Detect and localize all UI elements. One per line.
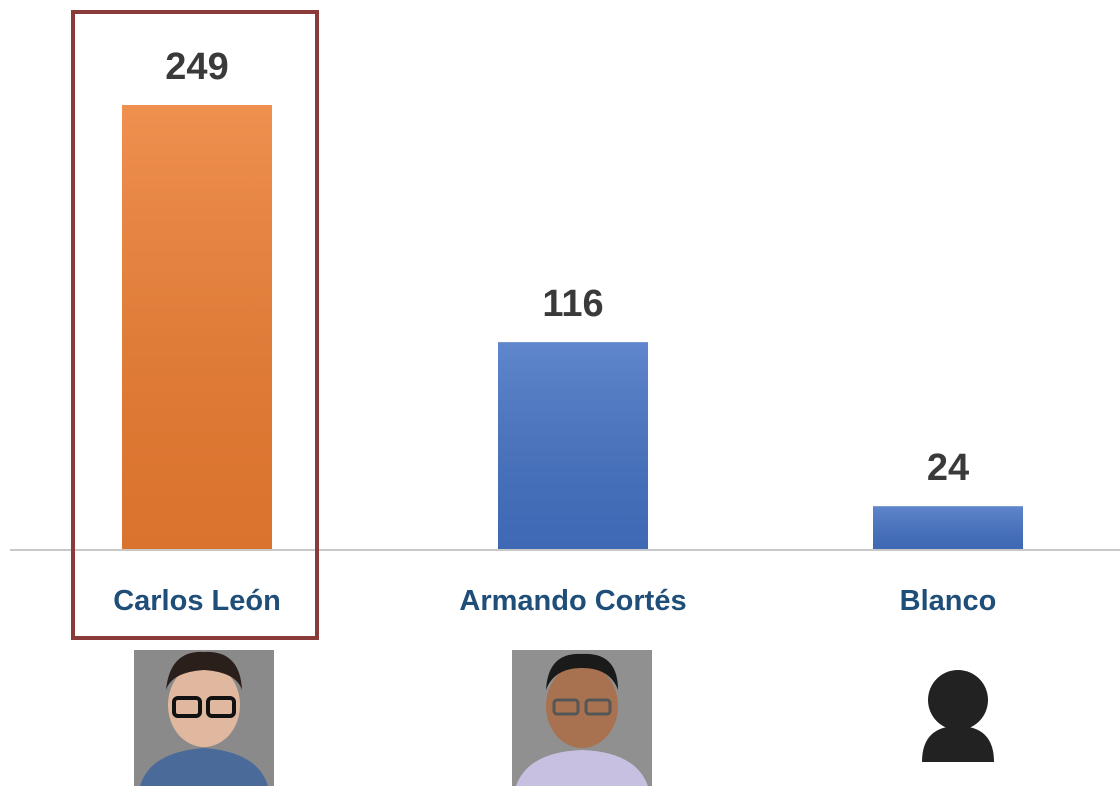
- bar-shade: [498, 342, 648, 549]
- data-label: 249: [165, 46, 228, 88]
- category-label: Blanco: [900, 585, 997, 617]
- data-label: 116: [542, 283, 603, 325]
- chart: 249 Carlos León 116 Armando Cortés 24 Blanco: [0, 0, 1120, 786]
- bar-shade: [873, 506, 1023, 549]
- bar-shade: [122, 105, 272, 549]
- bars: 249 Carlos León 116 Armando Cortés 24 Blanco: [113, 46, 1023, 617]
- avatar-icon: [922, 670, 994, 762]
- data-label: 24: [927, 447, 969, 489]
- photo: [134, 650, 274, 786]
- category-label: Carlos León: [113, 585, 281, 617]
- category-label: Armando Cortés: [459, 585, 686, 617]
- photo: [512, 650, 652, 786]
